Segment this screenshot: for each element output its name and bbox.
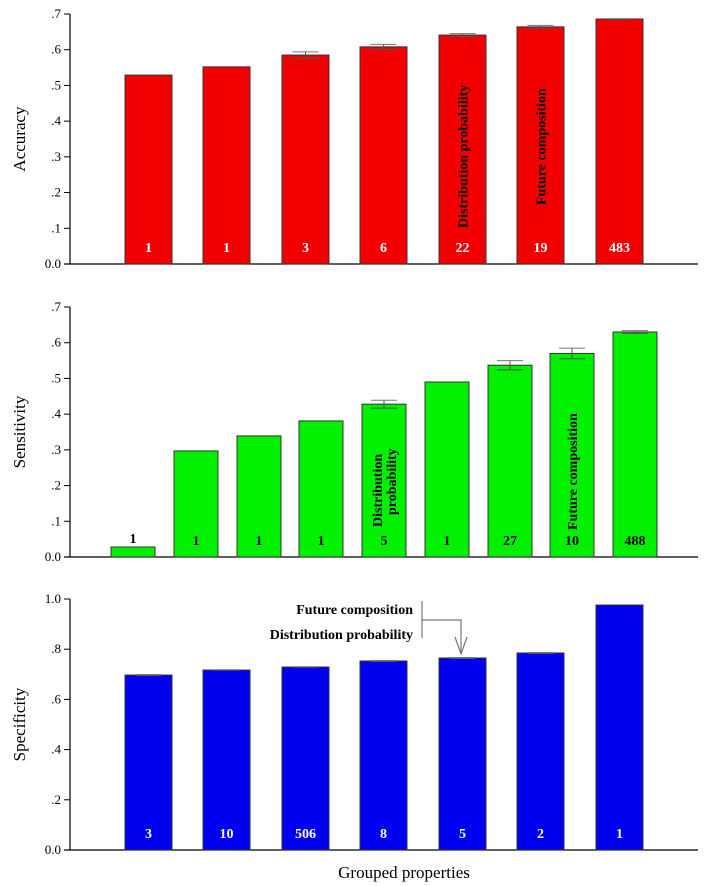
bar — [487, 364, 533, 558]
bar-count-label: 3 — [145, 827, 152, 842]
callout-annotation: Distribution probability — [270, 628, 413, 643]
bar-count-label: 1 — [616, 827, 623, 842]
bar — [361, 403, 407, 558]
bar — [359, 660, 408, 851]
bar-annotation: Distribution probability — [457, 85, 472, 228]
bar-count-label: 1 — [130, 532, 137, 547]
bar-count-label: 10 — [565, 534, 579, 549]
y-tick-label: .2 — [51, 478, 61, 493]
bar — [202, 669, 251, 851]
bar — [281, 54, 330, 265]
bar-count-label: 27 — [503, 534, 517, 549]
bar — [595, 604, 644, 851]
bar-count-label: 10 — [220, 827, 234, 842]
y-axis-title: Specificity — [10, 687, 29, 761]
y-tick-label: .6 — [51, 42, 61, 57]
bar-annotation: Future composition — [566, 413, 581, 530]
bar-count-label: 19 — [534, 241, 548, 256]
y-axis-title: Accuracy — [10, 106, 29, 172]
bar-count-label: 22 — [456, 241, 470, 256]
bar — [236, 435, 282, 558]
chart-panel-specificity: 0.0 .2 .4 .6 .8 1.0 Specificity Grouped propert… — [10, 591, 698, 882]
bar — [173, 450, 219, 558]
bar — [612, 331, 658, 558]
bar — [595, 18, 644, 265]
bar-count-label: 2 — [537, 827, 544, 842]
bar-count-label: 506 — [295, 827, 316, 842]
chart-panel-sensitivity: 0.0 .1 .2 .3 .4 .5 .6 .7 Sensitivity 1 1 1 1 5 1 27 10 48… — [10, 299, 698, 564]
callout-arrow-head — [454, 636, 468, 656]
y-tick-label: .4 — [51, 406, 61, 421]
bar — [124, 674, 173, 851]
bar-count-label: 1 — [145, 241, 152, 256]
y-tick-label: .4 — [51, 113, 61, 128]
bar-count-label: 1 — [256, 534, 263, 549]
bar — [281, 666, 330, 851]
bar-count-label: 1 — [318, 534, 325, 549]
y-tick-label: .5 — [51, 370, 61, 385]
y-tick-label: 0.0 — [45, 549, 61, 564]
y-tick-label: 0.0 — [45, 842, 61, 857]
y-tick-label: .2 — [51, 185, 61, 200]
bar-annotation: Future composition — [535, 88, 550, 205]
y-tick-label: .3 — [51, 149, 61, 164]
y-axis-title: Sensitivity — [10, 395, 29, 468]
bar — [110, 546, 156, 558]
bar-count-label: 5 — [381, 534, 388, 549]
x-axis-title: Grouped properties — [338, 863, 470, 882]
bar-annotation: Distribution — [371, 454, 386, 527]
bar-annotation: probability — [385, 448, 400, 515]
y-tick-label: .6 — [51, 335, 61, 350]
bar — [516, 652, 565, 851]
y-tick-label: .2 — [51, 792, 61, 807]
chart-panel-accuracy: 0.0 .1 .2 .3 .4 .5 .6 .7 Accuracy 1 1 3 6 22 19 483 Dist… — [10, 6, 698, 271]
bar-count-label: 5 — [459, 827, 466, 842]
y-tick-label: .3 — [51, 442, 61, 457]
bar-count-label: 8 — [380, 827, 387, 842]
y-tick-label: 0.0 — [45, 256, 61, 271]
bar — [359, 46, 408, 265]
bar-count-label: 6 — [380, 241, 387, 256]
bar-count-label: 1 — [193, 534, 200, 549]
bar-count-label: 1 — [444, 534, 451, 549]
bar — [202, 66, 251, 265]
bar-count-label: 3 — [302, 241, 309, 256]
callout-annotation: Future composition — [296, 603, 413, 618]
bar-count-label: 1 — [223, 241, 230, 256]
y-tick-label: .6 — [51, 691, 61, 706]
y-tick-label: .1 — [51, 513, 61, 528]
bar — [438, 34, 487, 265]
y-tick-label: .1 — [51, 220, 61, 235]
bar-count-label: 488 — [625, 534, 646, 549]
bar — [124, 74, 173, 265]
callout-arrow-line — [422, 619, 462, 653]
y-tick-label: .7 — [51, 6, 61, 21]
y-tick-label: .4 — [51, 742, 61, 757]
y-tick-label: .7 — [51, 299, 61, 314]
bar-count-label: 483 — [609, 241, 630, 256]
bar — [424, 381, 470, 558]
bar — [549, 352, 595, 558]
bar — [516, 26, 565, 265]
y-tick-label: .8 — [51, 641, 61, 656]
bar — [438, 657, 487, 851]
y-tick-label: 1.0 — [45, 591, 61, 606]
y-tick-label: .5 — [51, 77, 61, 92]
bar — [298, 420, 344, 558]
